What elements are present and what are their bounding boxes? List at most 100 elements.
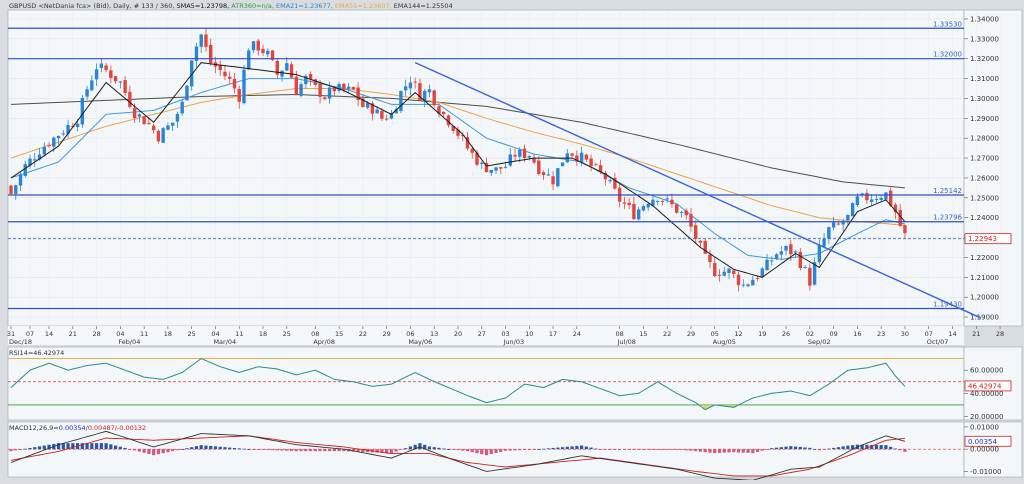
candle-down (522, 148, 527, 159)
level-label: 1.32000 (933, 51, 962, 59)
candle-down (384, 118, 389, 120)
macd-hist-bar-neg (275, 449, 279, 451)
x-tick-label: 29 (687, 330, 695, 338)
macd-hist-bar-pos (66, 443, 70, 450)
macd-hist-bar-neg (375, 449, 379, 453)
candle-up (403, 86, 408, 91)
macd-hist-bar-pos (28, 447, 32, 450)
price-tick-label: 1.34000 (970, 15, 999, 23)
macd-hist-bar-neg (304, 449, 308, 452)
candle-up (879, 197, 883, 200)
candle-up (722, 271, 726, 276)
candle-up (170, 122, 175, 126)
candle-down (598, 165, 603, 172)
macd-hist-bar-pos (213, 446, 218, 450)
macd-hist-bar-neg (318, 449, 322, 452)
macd-hist-bar-pos (565, 446, 569, 450)
candle-down (123, 80, 127, 93)
candle-up (75, 123, 80, 127)
macd-hist-bar-neg (698, 449, 703, 452)
macd-hist-bar-pos (204, 445, 208, 450)
candle-down (223, 71, 227, 77)
macd-hist-bar-pos (232, 447, 237, 450)
macd-hist-bar-neg (618, 449, 622, 450)
x-tick-label: 09 (829, 330, 837, 338)
rsi-oversold-fill (707, 404, 713, 408)
macd-header: MACD12,26,9=0.00354/0.00487/-0.00132 (9, 424, 146, 432)
candle-up (556, 168, 560, 187)
macd-hist-bar-pos (808, 447, 812, 450)
candle-down (113, 76, 118, 82)
macd-hist-bar-neg (741, 449, 745, 453)
macd-hist-bar-neg (394, 449, 398, 452)
candle-up (52, 137, 56, 147)
macd-hist-bar-neg (599, 449, 603, 450)
candle-down (270, 50, 275, 60)
x-tick-label: 25 (188, 330, 196, 338)
macd-hist-bar-pos (94, 443, 99, 450)
candle-up (579, 152, 584, 162)
candle-down (308, 74, 313, 79)
macd-hist-bar-neg (708, 449, 712, 453)
candle-down (437, 106, 441, 114)
candle-down (475, 152, 479, 165)
macd-hist-bar-pos (537, 449, 541, 450)
x-tick-label: 05 (711, 330, 719, 338)
macd-hist-bar-neg (736, 449, 741, 453)
candle-down (589, 158, 593, 166)
x-tick-label: 25 (283, 330, 291, 338)
candle-up (266, 50, 270, 55)
x-tick-label: 07 (925, 330, 933, 338)
price-tick-label: 1.27000 (970, 155, 999, 163)
macd-hist-bar-neg (261, 449, 265, 450)
candle-down (513, 154, 517, 157)
candle-down (370, 103, 375, 114)
macd-hist-bar-neg (651, 449, 655, 450)
price-header-part: EMA21=1.23677, (274, 2, 333, 10)
candle-down (142, 116, 146, 125)
macd-hist-bar-pos (541, 448, 546, 450)
candle-up (679, 212, 684, 214)
macd-hist-bar-pos (442, 448, 446, 450)
candle-up (251, 41, 256, 51)
candle-up (80, 97, 85, 125)
candle-up (860, 193, 864, 196)
x-tick-label: 07 (26, 330, 34, 338)
candle-up (770, 260, 774, 262)
macd-hist-bar-neg (270, 449, 275, 451)
candle-down (461, 135, 465, 137)
macd-hist-bar-neg (613, 449, 617, 450)
x-tick-label: 11 (140, 330, 148, 338)
macd-hist-bar-pos (242, 448, 246, 450)
candle-up (494, 167, 498, 171)
macd-hist-bar-pos (836, 447, 840, 450)
candle-down (465, 137, 470, 149)
candle-down (708, 254, 712, 262)
candle-down (689, 214, 693, 227)
macd-hist-bar-pos (123, 447, 127, 450)
candle-down (432, 90, 436, 106)
candle-up (327, 87, 332, 99)
candle-up (247, 50, 251, 70)
macd-hist-bar-neg (527, 449, 531, 450)
candle-up (855, 196, 860, 205)
x-tick-label: 03 (501, 330, 509, 338)
x-tick-label: 11 (235, 330, 243, 338)
macd-hist-bar-pos (109, 444, 113, 450)
price-tick-label: 1.28000 (970, 135, 999, 143)
macd-hist-bar-pos (80, 443, 84, 450)
candle-down (594, 164, 598, 166)
macd-hist-bar-neg (608, 449, 612, 450)
candle-up (884, 192, 888, 200)
candle-down (575, 155, 579, 162)
macd-hist-bar-pos (33, 447, 37, 450)
macd-hist-bar-pos (803, 447, 807, 450)
candle-down (218, 64, 222, 71)
candle-up (846, 214, 850, 221)
macd-hist-bar-neg (385, 449, 389, 453)
macd-hist-bar-neg (451, 449, 455, 450)
x-tick-label: 10 (525, 330, 533, 338)
x-tick-label: 19 (758, 330, 766, 338)
price-header-part: EMA144=1.25504 (392, 2, 453, 10)
